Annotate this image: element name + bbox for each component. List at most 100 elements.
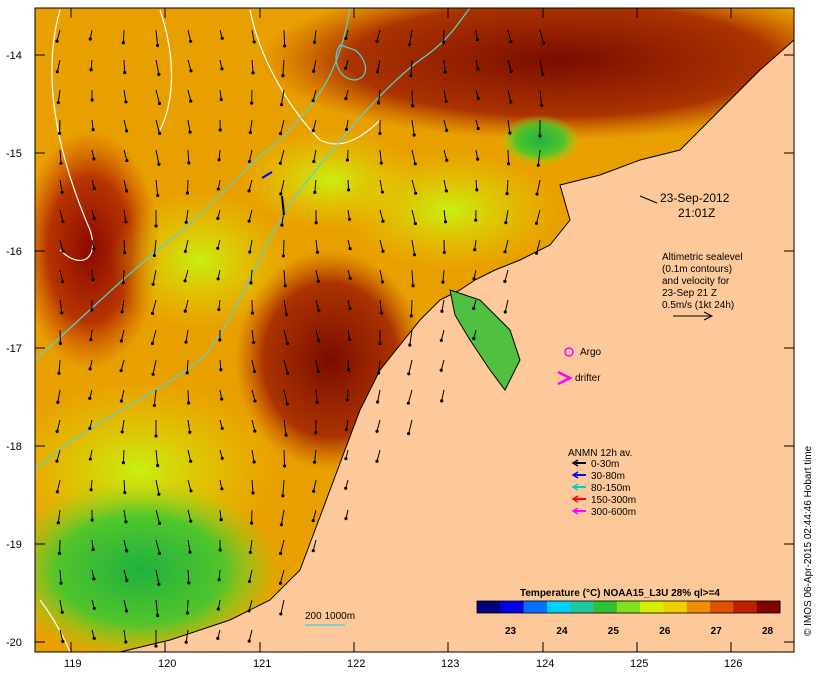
velocity-arrow-head: [251, 491, 255, 495]
velocity-arrow: [123, 149, 128, 161]
velocity-arrow-head: [536, 163, 540, 167]
velocity-arrow-head: [220, 67, 224, 71]
velocity-arrow: [155, 569, 160, 585]
velocity-arrow-head: [60, 610, 64, 614]
argo-marker-icon: [564, 347, 574, 357]
lon-tick-label: 125: [630, 658, 648, 670]
velocity-arrow-head: [377, 371, 381, 375]
credit-text: © IMOS 06-Apr-2015 02:44:46 Hobart time: [803, 445, 814, 636]
velocity-arrow: [218, 569, 221, 580]
velocity-arrow-head: [220, 426, 224, 430]
velocity-arrow-head: [88, 367, 92, 371]
velocity-arrow-head: [89, 68, 93, 72]
velocity-arrow-head: [184, 220, 188, 224]
velocity-arrow-head: [344, 36, 348, 41]
velocity-arrow: [155, 179, 159, 196]
ssh-contour-4: [39, 599, 71, 652]
velocity-arrow: [251, 419, 256, 432]
velocity-arrow-head: [55, 459, 59, 463]
velocity-arrow: [155, 89, 161, 104]
velocity-arrow: [123, 89, 127, 102]
colorbar-cell: [710, 601, 734, 613]
velocity-arrow-head: [509, 69, 513, 73]
velocity-arrow: [249, 539, 253, 553]
velocity-arrow: [123, 119, 128, 132]
velocity-arrow-head: [375, 70, 380, 74]
velocity-arrow-head: [535, 192, 539, 196]
velocity-arrow: [411, 89, 414, 106]
velocity-arrow-head: [282, 44, 287, 48]
velocity-arrow: [377, 389, 381, 403]
velocity-arrow-head: [311, 549, 315, 553]
velocity-arrow-head: [375, 400, 380, 404]
velocity-arrow: [151, 329, 157, 344]
velocity-arrow: [122, 449, 125, 463]
velocity-arrow-head: [345, 158, 350, 162]
velocity-arrow-head: [88, 396, 92, 400]
isobath-200m: [35, 8, 471, 471]
velocity-arrow-head: [311, 98, 315, 103]
warm-patch-north: [260, 8, 794, 140]
velocity-arrow-head: [219, 517, 223, 522]
timestamp-time: 21:01Z: [678, 206, 715, 220]
velocity-arrow-head: [316, 279, 320, 283]
velocity-arrow-head: [409, 74, 413, 78]
velocity-arrow-head: [125, 578, 129, 583]
velocity-arrow-head: [152, 403, 156, 408]
velocity-arrow-head: [444, 99, 448, 103]
velocity-arrow: [411, 179, 417, 194]
velocity-arrow: [440, 359, 445, 371]
anmn-legend-label: 300-600m: [591, 507, 636, 518]
velocity-arrow-head: [376, 101, 381, 105]
velocity-arrow-head: [281, 494, 285, 498]
velocity-arrow-head: [312, 159, 316, 164]
velocity-arrow-head: [151, 282, 155, 286]
velocity-arrow-head: [123, 71, 127, 75]
isobath-loop: [335, 44, 367, 81]
velocity-arrow-head: [444, 189, 448, 193]
velocity-arrow: [187, 389, 190, 404]
velocity-arrow: [443, 209, 446, 222]
lon-tick-label: 119: [64, 658, 82, 670]
velocity-arrow: [411, 239, 415, 255]
velocity-arrow: [312, 509, 317, 521]
velocity-arrow-head: [219, 97, 223, 102]
velocity-arrow: [91, 539, 94, 550]
velocity-arrow: [283, 329, 288, 344]
velocity-arrow-head: [189, 99, 193, 103]
velocity-arrow: [123, 179, 128, 192]
velocity-arrow: [155, 449, 159, 466]
velocity-arrow: [536, 179, 541, 195]
velocity-arrow-head: [541, 72, 545, 76]
velocity-arrow-head: [60, 190, 64, 194]
velocity-arrow: [315, 269, 319, 282]
velocity-arrow: [313, 479, 317, 492]
velocity-arrow-head: [503, 250, 507, 254]
velocity-arrow: [155, 509, 161, 524]
velocity-arrow-head: [283, 284, 287, 288]
velocity-arrow: [283, 269, 286, 286]
velocity-arrow-head: [344, 97, 348, 101]
velocity-arrow-head: [284, 433, 288, 437]
velocity-arrow-head: [541, 41, 546, 45]
velocity-arrow-head: [120, 310, 124, 314]
colorbar-cell: [663, 601, 688, 613]
velocity-arrow-head: [121, 41, 125, 45]
velocity-arrow-head: [443, 220, 448, 224]
velocity-arrow: [504, 269, 509, 282]
velocity-arrow-head: [157, 582, 161, 586]
altimetry-line-3: and velocity for: [662, 276, 730, 287]
velocity-arrow-head: [346, 368, 351, 372]
velocity-arrow-head: [250, 311, 254, 315]
velocity-arrow-head: [121, 461, 126, 465]
velocity-arrow-head: [509, 100, 513, 104]
velocity-arrow-head: [315, 250, 320, 254]
velocity-arrow: [251, 449, 255, 463]
velocity-arrow-head: [183, 309, 187, 313]
velocity-arrow-head: [413, 221, 417, 226]
colorbar-tick-label: 26: [659, 626, 671, 637]
velocity-arrow-head: [476, 126, 480, 131]
velocity-arrow: [410, 299, 413, 316]
velocity-arrow: [312, 119, 317, 131]
velocity-arrow: [185, 629, 189, 643]
